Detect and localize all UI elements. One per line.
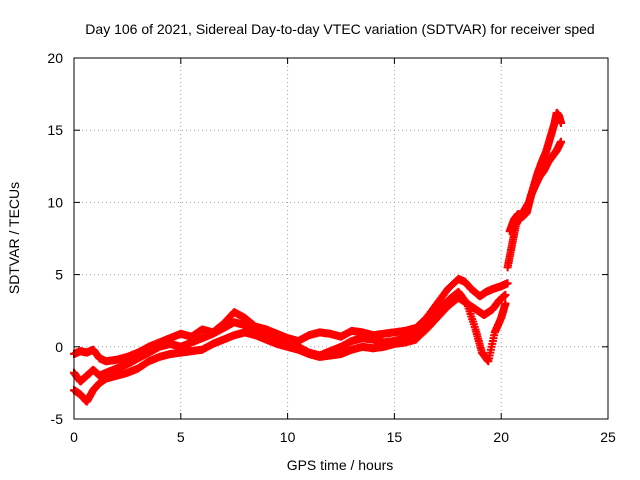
y-axis-label: SDTVAR / TECUs — [6, 182, 22, 294]
x-tick-label: 10 — [280, 429, 296, 445]
x-tick-label: 15 — [387, 429, 403, 445]
plot-frame — [73, 57, 609, 420]
data-point-track-d — [557, 118, 566, 127]
data-point-track-e — [557, 137, 566, 146]
chart-title: Day 106 of 2021, Sidereal Day-to-day VTE… — [85, 21, 594, 37]
data-point-track-a — [503, 279, 512, 288]
x-tick-label: 20 — [493, 429, 509, 445]
x-axis-label: GPS time / hours — [287, 457, 394, 473]
grid-lines — [74, 58, 608, 419]
axis-ticks — [73, 57, 609, 420]
y-tick-label: 5 — [55, 267, 63, 283]
data-points — [70, 108, 566, 406]
x-tick-label: 25 — [600, 429, 616, 445]
y-tick-label: 0 — [55, 339, 63, 355]
x-tick-label: 0 — [70, 429, 78, 445]
x-tick-labels: 0 5 10 15 20 25 — [70, 429, 616, 445]
data-point-track-c — [501, 290, 510, 299]
y-tick-label: 10 — [47, 194, 63, 210]
data-point-track-b — [501, 299, 510, 308]
x-tick-label: 5 — [177, 429, 185, 445]
y-tick-label: 20 — [47, 50, 63, 66]
y-tick-label: -5 — [51, 411, 64, 427]
y-tick-label: 15 — [47, 122, 63, 138]
y-tick-labels: -5 0 5 10 15 20 — [47, 50, 63, 427]
